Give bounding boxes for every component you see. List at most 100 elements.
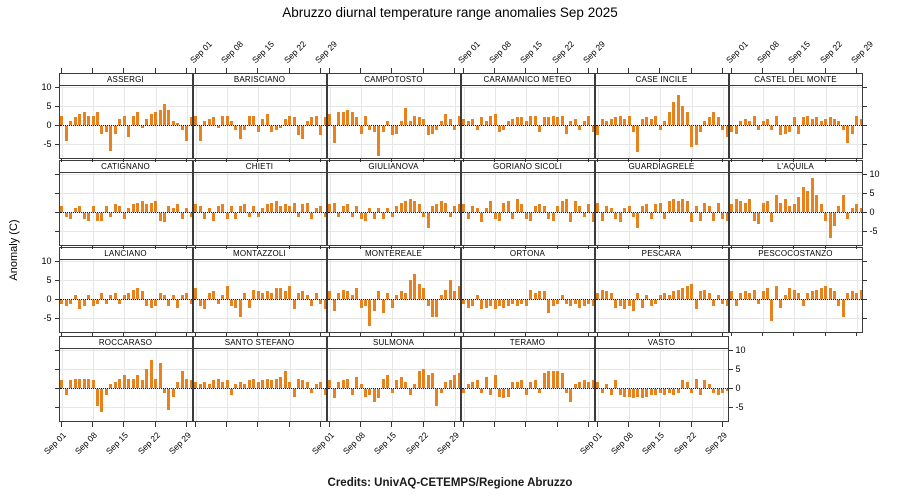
x-axis-tick-bottom (462, 333, 464, 336)
bar-sep-01 (60, 380, 64, 388)
bar-sep-11 (640, 206, 644, 212)
bar-sep-12 (109, 384, 113, 388)
bar-sep-12 (109, 212, 113, 217)
x-tick-label-text: Sep 15 (104, 430, 131, 457)
bar-sep-20 (547, 117, 551, 125)
bar-sep-04 (609, 293, 613, 299)
x-axis-tick-bottom (793, 159, 795, 162)
bar-sep-21 (685, 200, 689, 212)
y-gridline (595, 106, 728, 108)
y-axis-tick-right (728, 387, 733, 389)
bar-sep-07 (355, 376, 359, 388)
bar-sep-13 (247, 380, 251, 388)
x-axis-tick-bottom (762, 333, 763, 336)
x-axis-tick-top (587, 68, 589, 73)
bar-sep-04 (207, 384, 211, 388)
y-gridline (327, 106, 460, 108)
bar-sep-06 (82, 111, 86, 125)
bar-sep-18 (538, 125, 542, 132)
x-tick-label-text: Sep 01 (455, 38, 482, 65)
x-axis-tick-bottom (123, 333, 125, 336)
x-tick-label-text: Sep 01 (309, 430, 336, 457)
bar-sep-21 (417, 283, 421, 299)
x-axis-tick-bottom (288, 422, 290, 427)
bar-sep-02 (64, 299, 68, 306)
bar-sep-08 (761, 121, 765, 125)
bar-sep-30 (725, 388, 728, 391)
bar-sep-16 (529, 289, 533, 299)
bar-sep-02 (332, 388, 336, 399)
bar-sep-21 (417, 370, 421, 388)
bar-sep-14 (386, 293, 390, 299)
x-axis-tick-top (824, 68, 826, 73)
bar-sep-22 (824, 212, 828, 221)
zero-line (595, 387, 728, 389)
bar-sep-06 (216, 206, 220, 212)
bar-sep-18 (538, 204, 542, 212)
x-axis-tick-bottom (257, 333, 259, 336)
bar-sep-09 (363, 115, 367, 125)
bar-sep-11 (372, 125, 376, 132)
x-axis-tick-bottom (596, 333, 598, 336)
bar-sep-02 (600, 289, 604, 299)
bar-sep-12 (243, 293, 247, 299)
x-axis-tick-top (123, 68, 125, 73)
week-gridline (463, 349, 465, 421)
bar-sep-03 (739, 293, 743, 299)
bar-sep-15 (256, 291, 260, 299)
x-axis-tick-bottom (328, 159, 330, 162)
bar-sep-18 (270, 202, 274, 212)
panel-plot (326, 349, 461, 422)
bar-sep-16 (261, 119, 265, 125)
bar-sep-23 (560, 372, 564, 388)
bar-sep-02 (332, 202, 336, 212)
x-axis-tick-bottom (525, 159, 527, 162)
zero-line (461, 211, 594, 213)
panel-plot (192, 86, 327, 159)
x-axis-tick-top (453, 68, 455, 73)
bar-sep-02 (198, 206, 202, 212)
bar-sep-03 (739, 200, 743, 212)
bar-sep-19 (676, 94, 680, 125)
bar-sep-07 (87, 378, 91, 388)
bar-sep-19 (140, 125, 144, 128)
panel-title-catignano: CATIGNANO (58, 160, 193, 173)
bar-sep-11 (104, 299, 108, 304)
panel-title-vasto: VASTO (594, 336, 729, 349)
x-axis-tick-bottom (360, 159, 361, 162)
panel-title-goriano-sicoli: GORIANO SICOLI (460, 160, 595, 173)
bar-sep-10 (368, 299, 372, 327)
x-axis-tick-bottom (194, 333, 196, 336)
y-axis-tick-left (54, 87, 59, 89)
bar-sep-25 (301, 204, 305, 212)
bar-sep-22 (556, 206, 560, 212)
y-axis-tick-left (54, 350, 59, 352)
bar-sep-20 (413, 274, 417, 299)
bar-sep-15 (256, 125, 260, 132)
station-panel-campotosto: CAMPOTOSTO (326, 73, 461, 159)
bar-sep-18 (404, 200, 408, 212)
zero-line (327, 211, 460, 213)
bar-sep-18 (404, 382, 408, 388)
x-axis-tick-bottom (721, 333, 723, 336)
bar-sep-26 (573, 384, 577, 388)
y-gridline (729, 174, 862, 176)
bar-sep-18 (136, 202, 140, 212)
bar-sep-02 (64, 125, 68, 142)
bar-sep-11 (238, 299, 242, 317)
bar-sep-24 (564, 388, 568, 393)
x-axis-tick-bottom (92, 159, 93, 162)
bar-sep-23 (292, 202, 296, 212)
bar-sep-26 (171, 295, 175, 299)
bar-sep-30 (457, 285, 460, 299)
panel-title-ortona: ORTONA (460, 247, 595, 260)
bar-sep-29 (721, 388, 725, 393)
x-tick-label-text: Sep 15 (786, 38, 813, 65)
bar-sep-09 (765, 200, 769, 212)
bar-sep-17 (265, 204, 269, 212)
x-axis-tick-bottom (494, 422, 495, 427)
bar-sep-04 (475, 208, 479, 212)
bar-sep-13 (649, 212, 653, 219)
bar-sep-27 (578, 206, 582, 212)
panel-plot (326, 86, 461, 159)
